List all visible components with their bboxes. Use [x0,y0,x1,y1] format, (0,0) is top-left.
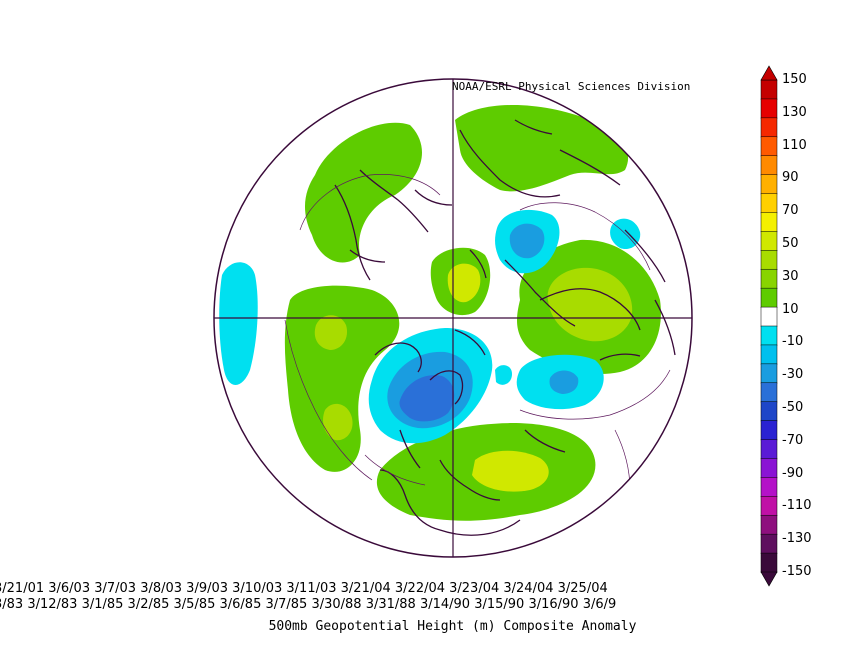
colorbar-segment [760,420,778,441]
colorbar-tick-label: 10 [782,301,799,317]
anomaly-field [214,79,692,557]
colorbar-top-arrow [760,65,778,81]
anomaly-positive-30-pacific-south [323,403,353,441]
colorbar-segment [760,401,778,422]
colorbar-tick-label: -110 [782,498,812,514]
colorbar-segment [760,268,778,289]
anomaly-negative-pacific-edge [219,262,258,385]
colorbar-tick-label: 30 [782,268,799,284]
colorbar-segment [760,552,778,573]
colorbar-tick-label: 150 [782,72,807,87]
anomaly-negative-30-atlantic [549,370,579,394]
colorbar-segment [760,193,778,214]
colorbar-segment [760,344,778,365]
colorbar-segment [760,231,778,252]
colorbar-segment [760,363,778,384]
colorbar-tick-label: -130 [782,531,812,547]
anomaly-positive-west-pacific [284,285,400,472]
anomaly-positive-30-north-america [472,450,549,492]
colorbar-tick-label: -150 [782,564,812,579]
colorbar-segment [760,439,778,460]
colorbar-bottom-arrow [760,571,778,587]
colorbar-segment [760,477,778,498]
colorbar-segment [760,250,778,270]
colorbar-segment [760,117,778,138]
colorbar-segment [760,174,778,195]
credit-text: NOAA/ESRL Physical Sciences Division [452,80,691,93]
anomaly-positive-north-atlantic-pacific [304,122,422,263]
colorbar-segment [760,325,778,346]
colorbar-segment [760,306,778,327]
colorbar-segment [760,79,778,100]
anomaly-negative-30-east-siberia [509,223,545,259]
colorbar-tick-label: 50 [782,236,799,251]
colorbar-tick-label: -70 [782,432,804,448]
anomaly-positive-30-arctic [447,263,481,303]
colorbar-segment [760,382,778,403]
colorbar-tick-label: 70 [782,203,799,219]
colorbar-tick-label: 90 [782,170,799,186]
colorbar-tick-label: -30 [782,367,804,383]
anomaly-positive-30-pacific [314,315,348,350]
colorbar-segment [760,533,778,554]
colorbar-segment [760,98,778,119]
colorbar-segment [760,287,778,308]
globe-outline [213,78,693,558]
colorbar-segment [760,212,778,233]
colorbar-segment [760,514,778,535]
coastlines [334,119,676,536]
map-caption: 500mb Geopotential Height (m) Composite … [268,619,637,634]
colorbar-segment [760,136,778,157]
anomaly-positive-siberia [455,105,629,192]
colorbar-segment [760,458,778,479]
colorbar-segment [760,155,778,176]
dates-line-2: 3/83 3/12/83 3/1/85 3/2/85 3/5/85 3/6/85… [0,597,617,612]
anomaly-negative-small-arctic [495,365,512,385]
colorbar-tick-label: -90 [782,465,804,481]
colorbar-tick-label: 110 [782,137,807,153]
colorbar-tick-label: -10 [782,334,804,350]
dates-line-1: 3/21/01 3/6/03 3/7/03 3/8/03 3/9/03 3/10… [0,581,608,596]
colorbar-tick-label: -50 [782,400,804,415]
colorbar-tick-label: 130 [782,104,807,120]
anomaly-negative-50-greenland [399,375,455,422]
colorbar [760,65,778,587]
colorbar-segment [760,496,778,516]
contour-lines [284,174,671,491]
